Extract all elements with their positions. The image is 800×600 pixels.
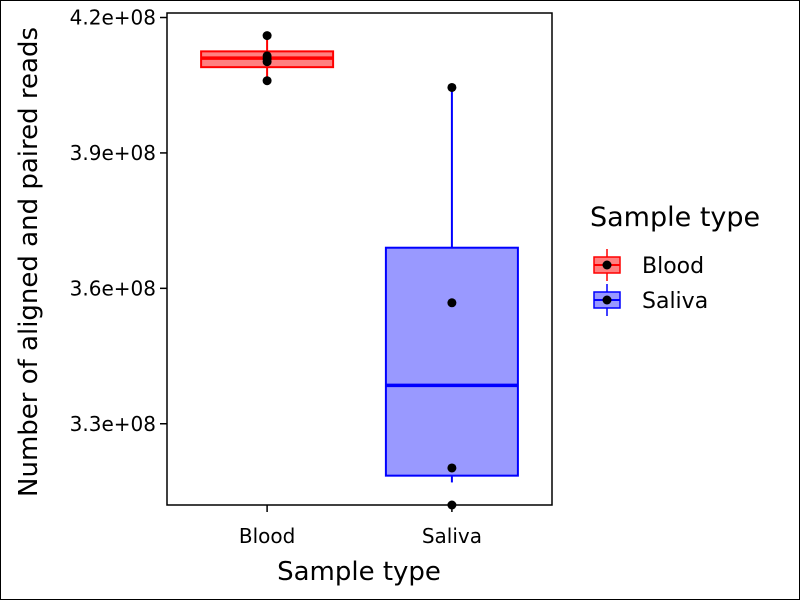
- x-tick-label: Saliva: [422, 524, 482, 548]
- data-point: [262, 57, 272, 67]
- y-tick-label: 3.3e+08: [70, 412, 156, 436]
- y-axis: 3.3e+08 3.6e+08 3.9e+08 4.2e+08: [70, 6, 167, 436]
- data-point: [447, 82, 457, 92]
- data-point: [447, 463, 457, 473]
- x-axis-title: Sample type: [277, 557, 441, 587]
- box-blood: [200, 31, 335, 86]
- data-point: [447, 500, 457, 510]
- box-body: [384, 246, 519, 477]
- y-tick-label: 4.2e+08: [70, 6, 156, 30]
- legend-key-point: [602, 260, 612, 270]
- legend-label: Saliva: [642, 289, 708, 314]
- y-tick-label: 3.9e+08: [70, 141, 156, 165]
- legend: Sample type Blood Saliva: [590, 202, 760, 316]
- data-point: [262, 76, 272, 86]
- legend-title: Sample type: [590, 202, 760, 233]
- y-tick-label: 3.6e+08: [70, 276, 156, 300]
- legend-key-point: [602, 295, 612, 305]
- data-point: [262, 31, 272, 41]
- x-tick-label: Blood: [239, 524, 295, 548]
- legend-label: Blood: [642, 254, 704, 279]
- box-series: [200, 31, 519, 510]
- legend-item-saliva: Saliva: [593, 284, 708, 316]
- legend-item-blood: Blood: [593, 249, 704, 281]
- box-saliva: [384, 82, 519, 510]
- data-point: [447, 298, 457, 308]
- y-axis-title: Number of aligned and paired reads: [14, 27, 44, 497]
- x-axis: Blood Saliva: [239, 505, 482, 548]
